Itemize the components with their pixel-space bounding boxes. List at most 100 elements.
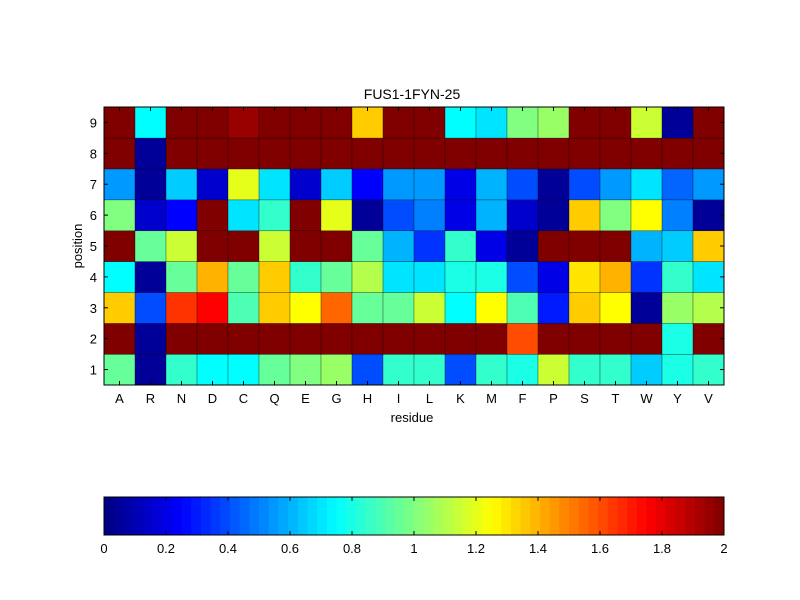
colorbar-segment [191,497,202,535]
heatmap-cell-G-8 [320,137,353,170]
heatmap-cell-K-3 [444,292,477,324]
heatmap-cell-F-7 [506,168,539,201]
colorbar-segment [317,497,328,535]
heatmap-cell-N-4 [165,261,198,293]
heatmap-cell-A-8 [103,137,136,170]
heatmap-cell-H-1 [351,353,384,386]
heatmap-cell-T-1 [599,353,632,386]
heatmap-cell-M-4 [475,261,508,293]
colorbar-segment [694,497,706,535]
heatmap-cell-G-2 [320,322,353,355]
colorbar-segment [433,497,444,535]
heatmap-cell-N-3 [165,292,198,324]
heatmap-cell-F-4 [506,261,539,293]
colorbar-segment [404,497,415,535]
colorbar-segment [355,497,366,535]
colorbar-segment [113,497,124,535]
colorbar-segment [162,497,173,535]
heatmap-cell-R-8 [134,137,167,170]
x-tick-label-R: R [146,391,155,406]
heatmap-cell-E-5 [289,230,322,262]
heatmap-cell-Y-6 [661,199,694,232]
colorbar-segment [656,497,667,535]
heatmap-cell-D-1 [196,353,229,386]
heatmap-cell-E-9 [289,106,322,139]
colorbar-segment [646,497,657,535]
heatmap-cell-P-6 [537,199,570,232]
heatmap-cell-T-7 [599,168,632,201]
heatmap-cell-P-3 [537,292,570,324]
heatmap-cell-M-1 [475,353,508,386]
heatmap-cell-T-9 [599,106,632,139]
colorbar-segment [491,497,502,535]
heatmap-cell-W-3 [630,292,663,324]
colorbar-tick-label: 1.8 [653,541,671,556]
heatmap-cell-W-7 [630,168,663,201]
colorbar-segment [665,497,676,535]
heatmap-cell-F-1 [506,353,539,386]
x-tick-label-N: N [177,391,186,406]
heatmap-cell-H-7 [351,168,384,201]
heatmap-cell-P-5 [537,230,570,262]
y-tick-label-7: 7 [90,177,97,192]
heatmap-cell-I-1 [382,353,415,386]
colorbar-segment [365,497,376,535]
heatmap-cell-R-2 [134,322,167,355]
heatmap-cell-M-7 [475,168,508,201]
colorbar-segment [569,497,580,535]
heatmap-cell-N-5 [165,230,198,262]
heatmap-cell-Y-2 [661,322,694,355]
colorbar-segment [210,497,221,535]
x-tick-label-K: K [456,391,465,406]
heatmap-cell-F-5 [506,230,539,262]
colorbar-tick-label: 0.2 [157,541,175,556]
heatmap-cell-E-2 [289,322,322,355]
heatmap-cell-C-6 [227,199,260,232]
heatmap-cells [103,106,725,386]
colorbar-segment [249,497,260,535]
heatmap-cell-C-1 [227,353,260,386]
heatmap-cell-M-5 [475,230,508,262]
x-tick-label-G: G [331,391,341,406]
heatmap-cell-H-6 [351,199,384,232]
y-tick-label-3: 3 [90,301,97,316]
heatmap-cell-A-1 [103,353,136,386]
colorbar-segment [326,497,337,535]
heatmap-cell-C-8 [227,137,260,170]
heatmap-cell-R-1 [134,353,167,386]
heatmap-cell-F-8 [506,137,539,170]
heatmap-cell-T-8 [599,137,632,170]
y-tick-label-8: 8 [90,146,97,161]
heatmap-cell-F-6 [506,199,539,232]
heatmap-cell-P-7 [537,168,570,201]
heatmap-cell-L-1 [413,353,446,386]
heatmap-cell-E-6 [289,199,322,232]
heatmap-cell-I-8 [382,137,415,170]
colorbar-segment [578,497,589,535]
heatmap-cell-P-8 [537,137,570,170]
heatmap-cell-L-8 [413,137,446,170]
heatmap-cell-Q-3 [258,292,291,324]
heatmap-cell-P-2 [537,322,570,355]
x-tick-label-M: M [486,391,497,406]
heatmap-cell-D-6 [196,199,229,232]
colorbar-segment [452,497,463,535]
heatmap-cell-P-1 [537,353,570,386]
colorbar-segment [472,497,483,535]
colorbar-segment [336,497,347,535]
heatmap-cell-W-2 [630,322,663,355]
heatmap-cell-A-4 [103,261,136,293]
colorbar-tick-label: 0.4 [219,541,237,556]
heatmap-cell-W-4 [630,261,663,293]
heatmap-cell-L-7 [413,168,446,201]
colorbar-ticks: 0 0.2 0.4 0.6 0.8 1 1.2 1.4 1.6 1.8 2 [100,497,728,556]
heatmap-cell-C-7 [227,168,260,201]
heatmap-cell-V-9 [692,106,725,139]
heatmap-cell-Q-2 [258,322,291,355]
heatmap-cell-L-9 [413,106,446,139]
colorbar-segment [443,497,454,535]
heatmap-cell-Q-8 [258,137,291,170]
colorbar-segment [346,497,357,535]
heatmap-cell-Q-1 [258,353,291,386]
